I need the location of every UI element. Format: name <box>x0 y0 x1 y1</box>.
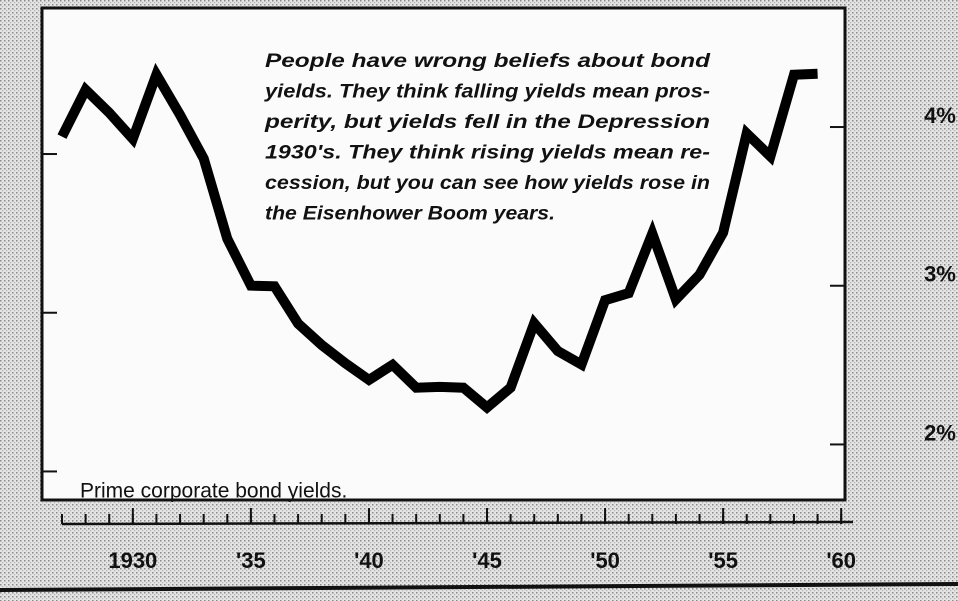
x-tick-label: '45 <box>472 548 502 573</box>
x-tick-label: '35 <box>236 548 266 573</box>
x-tick-label: '60 <box>826 548 856 573</box>
bottom-rule <box>0 582 958 592</box>
annotation-line: the Eisenhower Boom years. <box>265 204 555 225</box>
y-tick-label: 2% <box>924 420 956 445</box>
y-tick-label: 4% <box>924 103 956 128</box>
annotation-line: 1930's. They think rising yields mean re… <box>265 143 710 164</box>
note: Prime corporate bond yields. <box>80 480 347 503</box>
x-tick-label: 1930 <box>108 548 157 573</box>
x-tick-label: '55 <box>708 548 738 573</box>
line-series <box>57 62 818 415</box>
annotation-line: yields. They think falling yields mean p… <box>264 82 710 103</box>
annotation-line: People have wrong beliefs about bond <box>265 51 710 72</box>
annotation-line: perity, but yields fell in the Depressio… <box>264 112 710 133</box>
x-tick-label: '40 <box>354 548 384 573</box>
x-axis <box>61 520 854 526</box>
annotation-line: cession, but you can see how yields rose… <box>265 173 710 194</box>
y-tick-label: 3% <box>924 262 956 287</box>
x-tick-label: '50 <box>590 548 620 573</box>
